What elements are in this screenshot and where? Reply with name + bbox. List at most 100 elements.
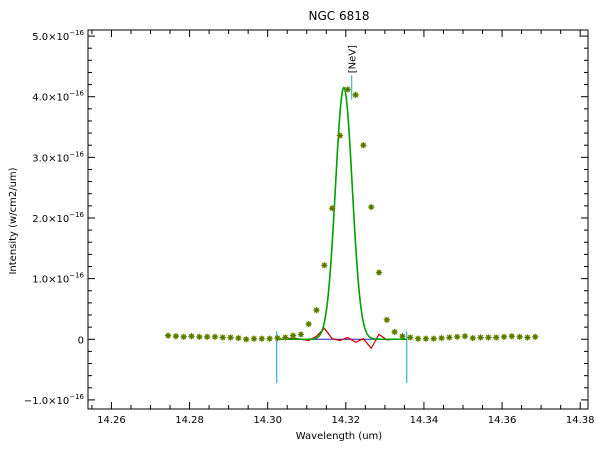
data-point	[422, 335, 430, 342]
y-axis-ticks: 5.0×10−16 4.0×10−16 3.0×10−16 2.0×10−16 1.0×…	[24, 29, 588, 407]
data-point	[508, 333, 516, 340]
x-axis-label: Wavelength (um)	[296, 431, 382, 442]
data-point-star	[336, 132, 344, 139]
data-point	[188, 333, 195, 340]
data-point	[305, 320, 312, 328]
data-point	[172, 333, 180, 340]
x-tick-label: 14.32	[331, 415, 360, 426]
plot-frame	[87, 29, 589, 410]
data-point	[227, 334, 234, 341]
data-point-star	[289, 332, 297, 339]
data-point	[250, 335, 258, 342]
data-point-star	[328, 205, 336, 212]
data-point-star	[250, 335, 258, 342]
data-point	[266, 335, 273, 342]
data-point	[383, 316, 391, 324]
data-point	[407, 334, 414, 341]
data-points	[164, 86, 539, 343]
y-tick-label: 3.0×10−16	[32, 150, 84, 164]
data-point	[485, 334, 492, 341]
data-point	[469, 334, 476, 342]
data-point-star	[446, 334, 453, 341]
data-point-star	[305, 320, 312, 328]
x-tick-label: 14.34	[410, 415, 439, 426]
data-point-star	[235, 334, 242, 342]
x-tick-label: 14.38	[566, 415, 595, 426]
data-point-star	[188, 333, 195, 340]
data-point-star	[493, 334, 500, 341]
plot-axes	[87, 29, 589, 410]
data-point	[313, 306, 320, 314]
y-tick-label: 4.0×10−16	[32, 90, 84, 104]
data-point	[532, 333, 539, 341]
data-point	[524, 334, 531, 341]
y-tick-label: 2.0×10−16	[32, 211, 84, 225]
data-point	[344, 86, 351, 93]
data-point-star	[407, 334, 414, 341]
data-point-star	[321, 262, 328, 269]
data-point	[258, 335, 266, 342]
data-point	[211, 333, 219, 341]
data-point-star	[477, 334, 484, 341]
y-axis-label: Intensity (w/cm2/um)	[8, 167, 19, 274]
data-point-star	[297, 331, 305, 338]
data-point	[274, 334, 281, 342]
data-point-star	[422, 335, 430, 342]
x-tick-label: 14.28	[175, 415, 204, 426]
data-point	[446, 334, 453, 341]
data-point	[336, 132, 344, 139]
data-point	[453, 333, 461, 341]
residual-line	[285, 327, 395, 350]
y-tick-label: −1.0×10−16	[24, 393, 85, 407]
data-point-star	[524, 334, 531, 341]
data-point-star	[383, 316, 391, 324]
x-tick-label: 14.30	[253, 415, 282, 426]
data-point-star	[508, 333, 516, 340]
data-point-star	[282, 334, 289, 341]
data-point-star	[196, 333, 203, 341]
data-point	[235, 334, 242, 342]
line-id-label: [NeV]	[348, 45, 359, 73]
data-point	[368, 203, 375, 211]
data-point-star	[172, 333, 180, 340]
data-point-star	[500, 333, 508, 341]
data-point	[328, 205, 336, 212]
data-point	[360, 142, 367, 149]
data-point	[282, 334, 289, 341]
data-point-star	[211, 333, 219, 341]
data-point-star	[430, 335, 437, 342]
data-point-star	[243, 336, 250, 343]
residual-series	[285, 327, 395, 350]
fit-curve	[276, 86, 407, 341]
data-point	[500, 333, 508, 341]
data-point-star	[227, 334, 234, 341]
data-point-star	[352, 91, 359, 99]
data-point	[516, 333, 523, 341]
data-point	[399, 333, 406, 340]
data-point	[203, 333, 211, 341]
data-point-star	[461, 333, 469, 340]
data-point	[164, 332, 172, 339]
data-point-star	[399, 333, 406, 340]
data-point-star	[516, 333, 523, 341]
y-tick-label: 0	[78, 335, 84, 346]
x-tick-label: 14.36	[488, 415, 517, 426]
data-point	[297, 331, 305, 338]
data-point-star	[391, 328, 398, 336]
data-point-star	[266, 335, 273, 342]
data-point-star	[180, 333, 187, 341]
data-point	[461, 333, 469, 340]
data-point	[430, 335, 437, 342]
data-point	[289, 332, 297, 339]
data-point-star	[258, 335, 266, 342]
data-point-star	[453, 333, 461, 341]
y-tick-label: 5.0×10−16	[32, 29, 84, 43]
data-point-star	[414, 335, 422, 342]
data-point	[243, 336, 250, 343]
data-point-star	[274, 334, 281, 342]
data-point-star	[375, 269, 383, 276]
data-point	[196, 333, 203, 341]
data-point-star	[344, 86, 351, 93]
data-point-star	[203, 333, 211, 341]
x-tick-label: 14.26	[97, 415, 126, 426]
